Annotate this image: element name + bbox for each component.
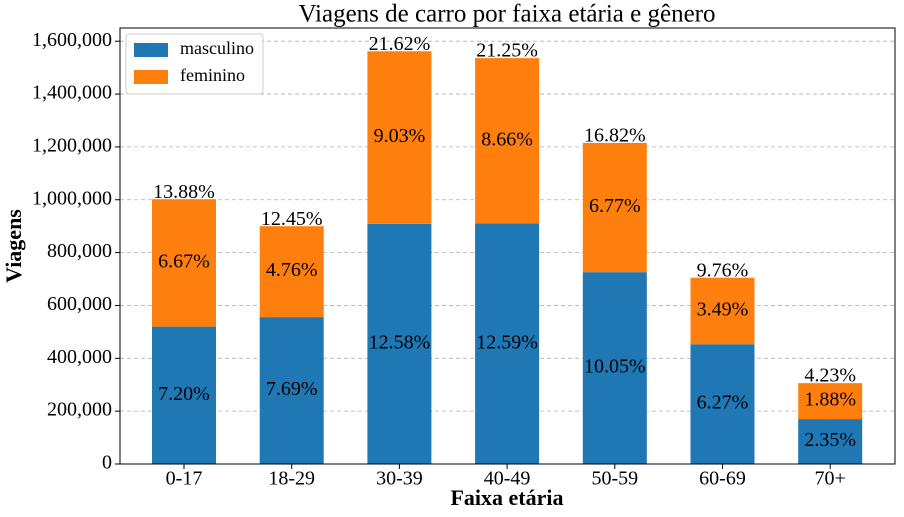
x-axis-label: Faixa etária <box>450 485 563 510</box>
bar-segment <box>475 223 540 464</box>
x-tick-label: 70+ <box>815 468 846 490</box>
value-label: 6.67% <box>158 251 210 273</box>
value-label: 12.59% <box>476 331 538 353</box>
bar-segment <box>259 317 324 464</box>
total-label: 9.76% <box>697 259 749 281</box>
bar-segment <box>798 419 863 464</box>
legend-swatch <box>134 43 168 57</box>
total-label: 12.45% <box>261 208 323 230</box>
value-label: 12.58% <box>369 331 431 353</box>
y-tick-label: 1,000,000 <box>32 187 112 209</box>
total-label: 16.82% <box>584 125 646 147</box>
legend-label: feminino <box>180 65 245 85</box>
total-label: 4.23% <box>804 365 856 387</box>
total-label: 21.25% <box>476 40 538 62</box>
x-tick-label: 18-29 <box>268 468 315 490</box>
bar-segment <box>582 142 647 273</box>
x-tick-label: 0-17 <box>166 468 203 490</box>
legend-swatch <box>134 70 168 84</box>
y-axis-label: Viagens <box>1 209 26 283</box>
y-tick-label: 600,000 <box>47 293 112 315</box>
total-label: 13.88% <box>153 181 215 203</box>
bar-segment <box>367 223 432 464</box>
bar-segment <box>690 344 755 464</box>
value-label: 8.66% <box>481 128 533 150</box>
y-tick-label: 200,000 <box>47 399 112 421</box>
plot-frame <box>119 27 896 465</box>
bar-segment <box>690 277 755 345</box>
x-tick-label: 50-59 <box>591 468 638 490</box>
legend-label: masculino <box>180 38 254 58</box>
x-tick-label: 40-49 <box>484 468 531 490</box>
bar-segment <box>798 383 863 420</box>
value-label: 1.88% <box>804 389 856 411</box>
total-label: 21.62% <box>369 33 431 55</box>
value-label: 7.69% <box>266 378 318 400</box>
value-label: 7.20% <box>158 383 210 405</box>
value-label: 2.35% <box>804 429 856 451</box>
bar-segment <box>475 58 540 224</box>
chart-title: Viagens de carro por faixa etária e gêne… <box>298 1 715 28</box>
value-label: 9.03% <box>374 125 426 147</box>
x-tick-label: 60-69 <box>699 468 746 490</box>
bar-segment <box>152 199 216 327</box>
value-label: 10.05% <box>584 356 646 378</box>
value-label: 6.27% <box>697 392 749 414</box>
y-tick-label: 400,000 <box>47 346 112 368</box>
y-tick-label: 800,000 <box>47 240 112 262</box>
y-tick-label: 1,600,000 <box>32 29 112 51</box>
y-tick-label: 1,400,000 <box>32 82 112 104</box>
value-label: 4.76% <box>266 259 318 281</box>
y-tick-label: 0 <box>102 452 112 474</box>
bar-segment <box>259 226 324 318</box>
bar-segment <box>367 51 432 224</box>
bar-segment <box>152 326 216 464</box>
y-tick-label: 1,200,000 <box>32 135 112 157</box>
bar-segment <box>582 272 647 464</box>
value-label: 3.49% <box>697 299 749 321</box>
value-label: 6.77% <box>589 195 641 217</box>
x-tick-label: 30-39 <box>376 468 423 490</box>
legend: masculino feminino <box>125 33 264 95</box>
